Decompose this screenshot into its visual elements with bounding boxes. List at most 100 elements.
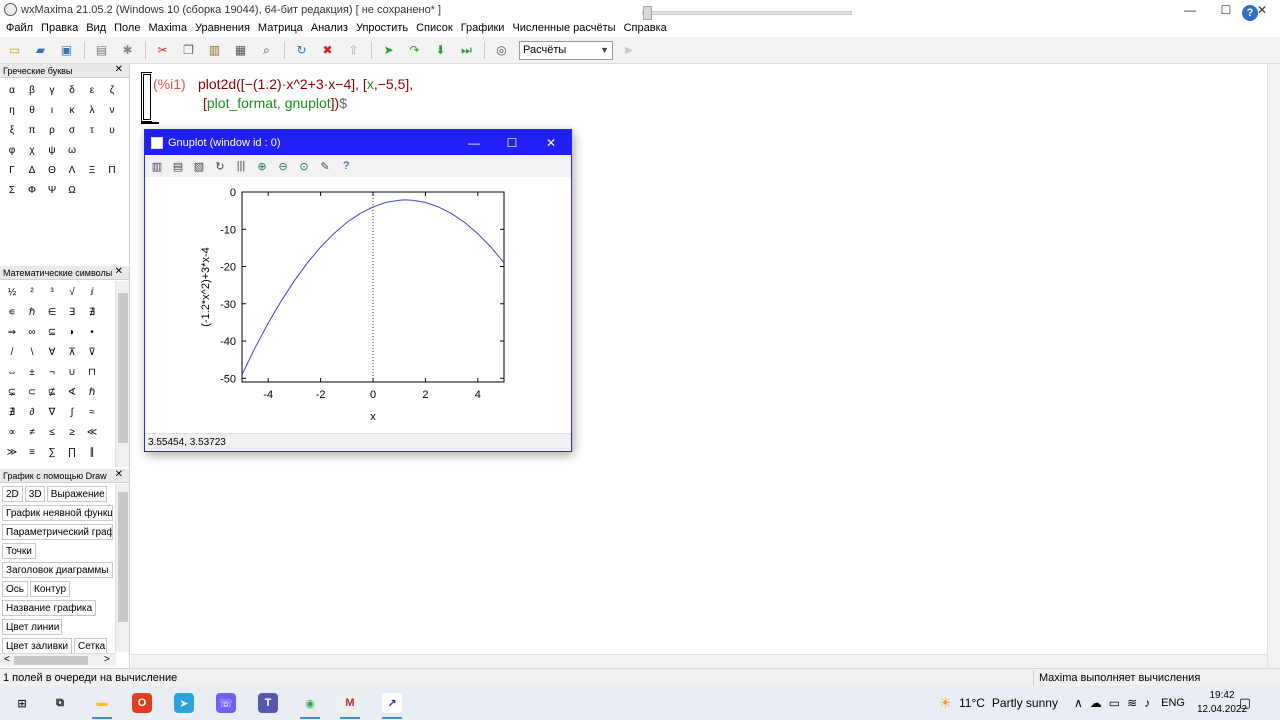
math-symbol[interactable]: ◗ [68, 326, 76, 338]
math-symbol[interactable]: ∇ [48, 406, 56, 418]
math-symbol[interactable]: ≈ [89, 406, 95, 418]
gnuplot-copy-icon[interactable]: ▥ [151, 160, 163, 173]
greek-letter[interactable]: ξ [9, 124, 15, 136]
maxima-icon[interactable]: M [340, 693, 360, 713]
draw-button-7[interactable]: Ось [2, 581, 28, 597]
draw-button-5[interactable]: Точки [2, 543, 36, 559]
math-symbol[interactable]: ⊽ [88, 346, 96, 358]
math-symbol[interactable]: ⇔ [7, 366, 17, 378]
math-symbol[interactable]: ≥ [69, 426, 75, 438]
close-icon[interactable]: ✕ [114, 64, 123, 75]
gnuplot-options-icon[interactable]: ✎ [320, 160, 330, 173]
greek-letter[interactable]: Ξ [88, 164, 96, 176]
teams-icon[interactable]: T [258, 693, 278, 713]
gnuplot-maximize-button[interactable]: ☐ [506, 135, 518, 150]
office-icon[interactable]: O [132, 693, 152, 713]
gnuplot-close-button[interactable]: ✕ [545, 135, 557, 150]
math-symbol[interactable]: ⊓ [88, 366, 96, 378]
stop-icon[interactable]: ✖ [322, 43, 333, 57]
menu-item-4[interactable]: Maxima [148, 22, 187, 34]
greek-letter[interactable]: α [9, 84, 15, 96]
hide-icon[interactable]: ◎ [496, 43, 507, 57]
cell-bracket-inner[interactable] [143, 74, 151, 120]
math-symbol[interactable]: ⊼ [68, 346, 76, 358]
tray-chevron-icon[interactable]: ∧ [1073, 696, 1083, 710]
run-icon[interactable]: ➤ [383, 43, 394, 57]
greek-letter[interactable]: ζ [109, 84, 115, 96]
gnuplot-grid-icon[interactable]: ||| [236, 160, 246, 172]
math-symbol[interactable]: ⊈ [47, 386, 57, 398]
menu-item-0[interactable]: Файл [6, 22, 34, 34]
telegram-icon[interactable]: ➤ [174, 693, 194, 713]
print-icon[interactable]: ▤ [95, 43, 108, 57]
gnuplot-plot[interactable]: -4 -2 0 2 40-10-20-30-40-50x(-1.2*x^2)+3*x-4 [145, 177, 571, 433]
draw-button-8[interactable]: Контур [30, 581, 71, 597]
menu-item-2[interactable]: Вид [86, 22, 107, 34]
greek-letter[interactable]: β [29, 84, 35, 96]
math-symbol[interactable]: ∄ [8, 406, 16, 418]
animation-slider-handle[interactable] [643, 6, 652, 20]
math-symbol[interactable]: ℏ [88, 386, 96, 398]
menu-item-1[interactable]: Правка [41, 22, 79, 34]
math-panel-scroll-thumb[interactable] [118, 293, 128, 443]
math-symbol[interactable]: ⅈ [90, 286, 94, 298]
weather-desc[interactable]: Partly sunny [991, 696, 1058, 710]
close-icon[interactable]: ✕ [114, 266, 123, 277]
math-symbol[interactable]: ≤ [49, 426, 55, 438]
menu-item-7[interactable]: Анализ [310, 22, 348, 34]
explorer-icon[interactable]: ▬ [96, 697, 108, 709]
battery-icon[interactable]: ▭ [1108, 696, 1121, 710]
copy-icon[interactable]: ❐ [183, 43, 194, 57]
math-symbol[interactable]: ∝ [8, 426, 16, 438]
menu-item-11[interactable]: Численные расчёты [512, 22, 616, 34]
cut-icon[interactable]: ✂ [157, 43, 168, 57]
math-symbol[interactable]: √ [69, 286, 75, 298]
menu-item-12[interactable]: Справка [623, 22, 667, 34]
gnuplot-window[interactable]: Gnuplot (window id : 0) — ☐ ✕ ▥ ▤ ▧ ↻ ||| ⊕ ⊖ ⊙… [144, 129, 572, 452]
new-icon[interactable]: ▭ [8, 43, 21, 57]
viber-icon[interactable]: ☏ [216, 693, 236, 713]
draw-button-4[interactable]: Параметрический график [2, 524, 113, 540]
greek-letter[interactable]: Δ [28, 164, 36, 176]
menu-item-10[interactable]: Графики [460, 22, 505, 34]
minimize-button[interactable]: — [1184, 2, 1196, 17]
scroll-right-icon[interactable]: > [104, 654, 110, 665]
draw-button-3[interactable]: График неявной функции [2, 505, 113, 521]
greek-letter[interactable]: η [9, 104, 15, 116]
gnuplot-help-icon[interactable]: ? [342, 160, 350, 172]
greek-letter[interactable]: π [28, 124, 36, 136]
draw-button-1[interactable]: 3D [24, 486, 45, 502]
close-icon[interactable]: ✕ [114, 469, 123, 480]
mode-select[interactable]: Расчёты ▼ [519, 40, 613, 60]
greek-letter[interactable]: Σ [8, 184, 16, 196]
gnuplot-unzoom-icon[interactable]: ⊙ [299, 160, 309, 173]
math-symbol[interactable]: ⇒ [7, 326, 17, 338]
greek-letter[interactable]: Ψ [47, 184, 57, 196]
open-icon[interactable]: ▰ [35, 43, 46, 57]
math-symbol[interactable]: ⊆ [47, 326, 57, 338]
input-line-1[interactable]: plot2d([−(1.2)·x^2+3·x−4], [x,−5,5], [198, 76, 413, 92]
draw-button-0[interactable]: 2D [2, 486, 23, 502]
math-symbol[interactable]: ≡ [29, 446, 35, 458]
gnuplot-icon[interactable]: ↗ [382, 693, 402, 713]
greek-letter[interactable]: γ [49, 84, 55, 96]
draw-panel-hscrollbar[interactable]: < > [0, 653, 116, 666]
wifi-icon[interactable]: ≋ [1127, 696, 1138, 710]
draw-button-6[interactable]: Заголовок диаграммы [2, 562, 113, 578]
gnuplot-zoom-next-icon[interactable]: ⊖ [278, 160, 288, 173]
math-symbol[interactable]: \ [30, 346, 34, 358]
settings-icon[interactable]: ✱ [122, 43, 133, 57]
draw-button-11[interactable]: Цвет заливки [2, 638, 73, 654]
math-symbol[interactable]: ∃ [68, 306, 76, 318]
math-symbol[interactable]: ∫ [70, 406, 74, 418]
draw-panel-scrollbar[interactable] [115, 484, 129, 652]
task-view-icon[interactable]: ⧉ [56, 696, 64, 709]
math-symbol[interactable]: ≫ [6, 446, 18, 458]
math-symbol[interactable]: ∥ [89, 446, 95, 458]
math-symbol[interactable]: ∢ [67, 386, 77, 398]
math-symbol[interactable]: ² [30, 286, 34, 298]
math-symbol[interactable]: ³ [50, 286, 54, 298]
math-symbol[interactable]: • [90, 326, 94, 338]
math-symbol[interactable]: ∈ [47, 306, 57, 318]
math-symbol[interactable]: ℏ [28, 306, 36, 318]
